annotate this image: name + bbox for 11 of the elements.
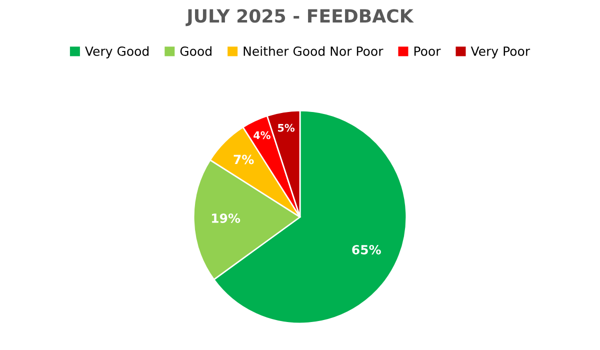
- data-label: 65%: [352, 244, 381, 254]
- legend-label: Good: [180, 46, 212, 56]
- legend-label: Very Poor: [470, 46, 530, 58]
- data-label: 19%: [212, 214, 240, 223]
- legend-label: Very Good: [85, 46, 149, 58]
- data-label: 5%: [278, 124, 295, 132]
- legend-label: Neither Good Nor Poor: [244, 46, 384, 56]
- legend-label: Poor: [414, 46, 441, 56]
- chart-title: JULY 2025 - FEEDBACK: [186, 9, 414, 26]
- data-label: 4%: [254, 131, 270, 140]
- data-label: 7%: [234, 154, 254, 164]
